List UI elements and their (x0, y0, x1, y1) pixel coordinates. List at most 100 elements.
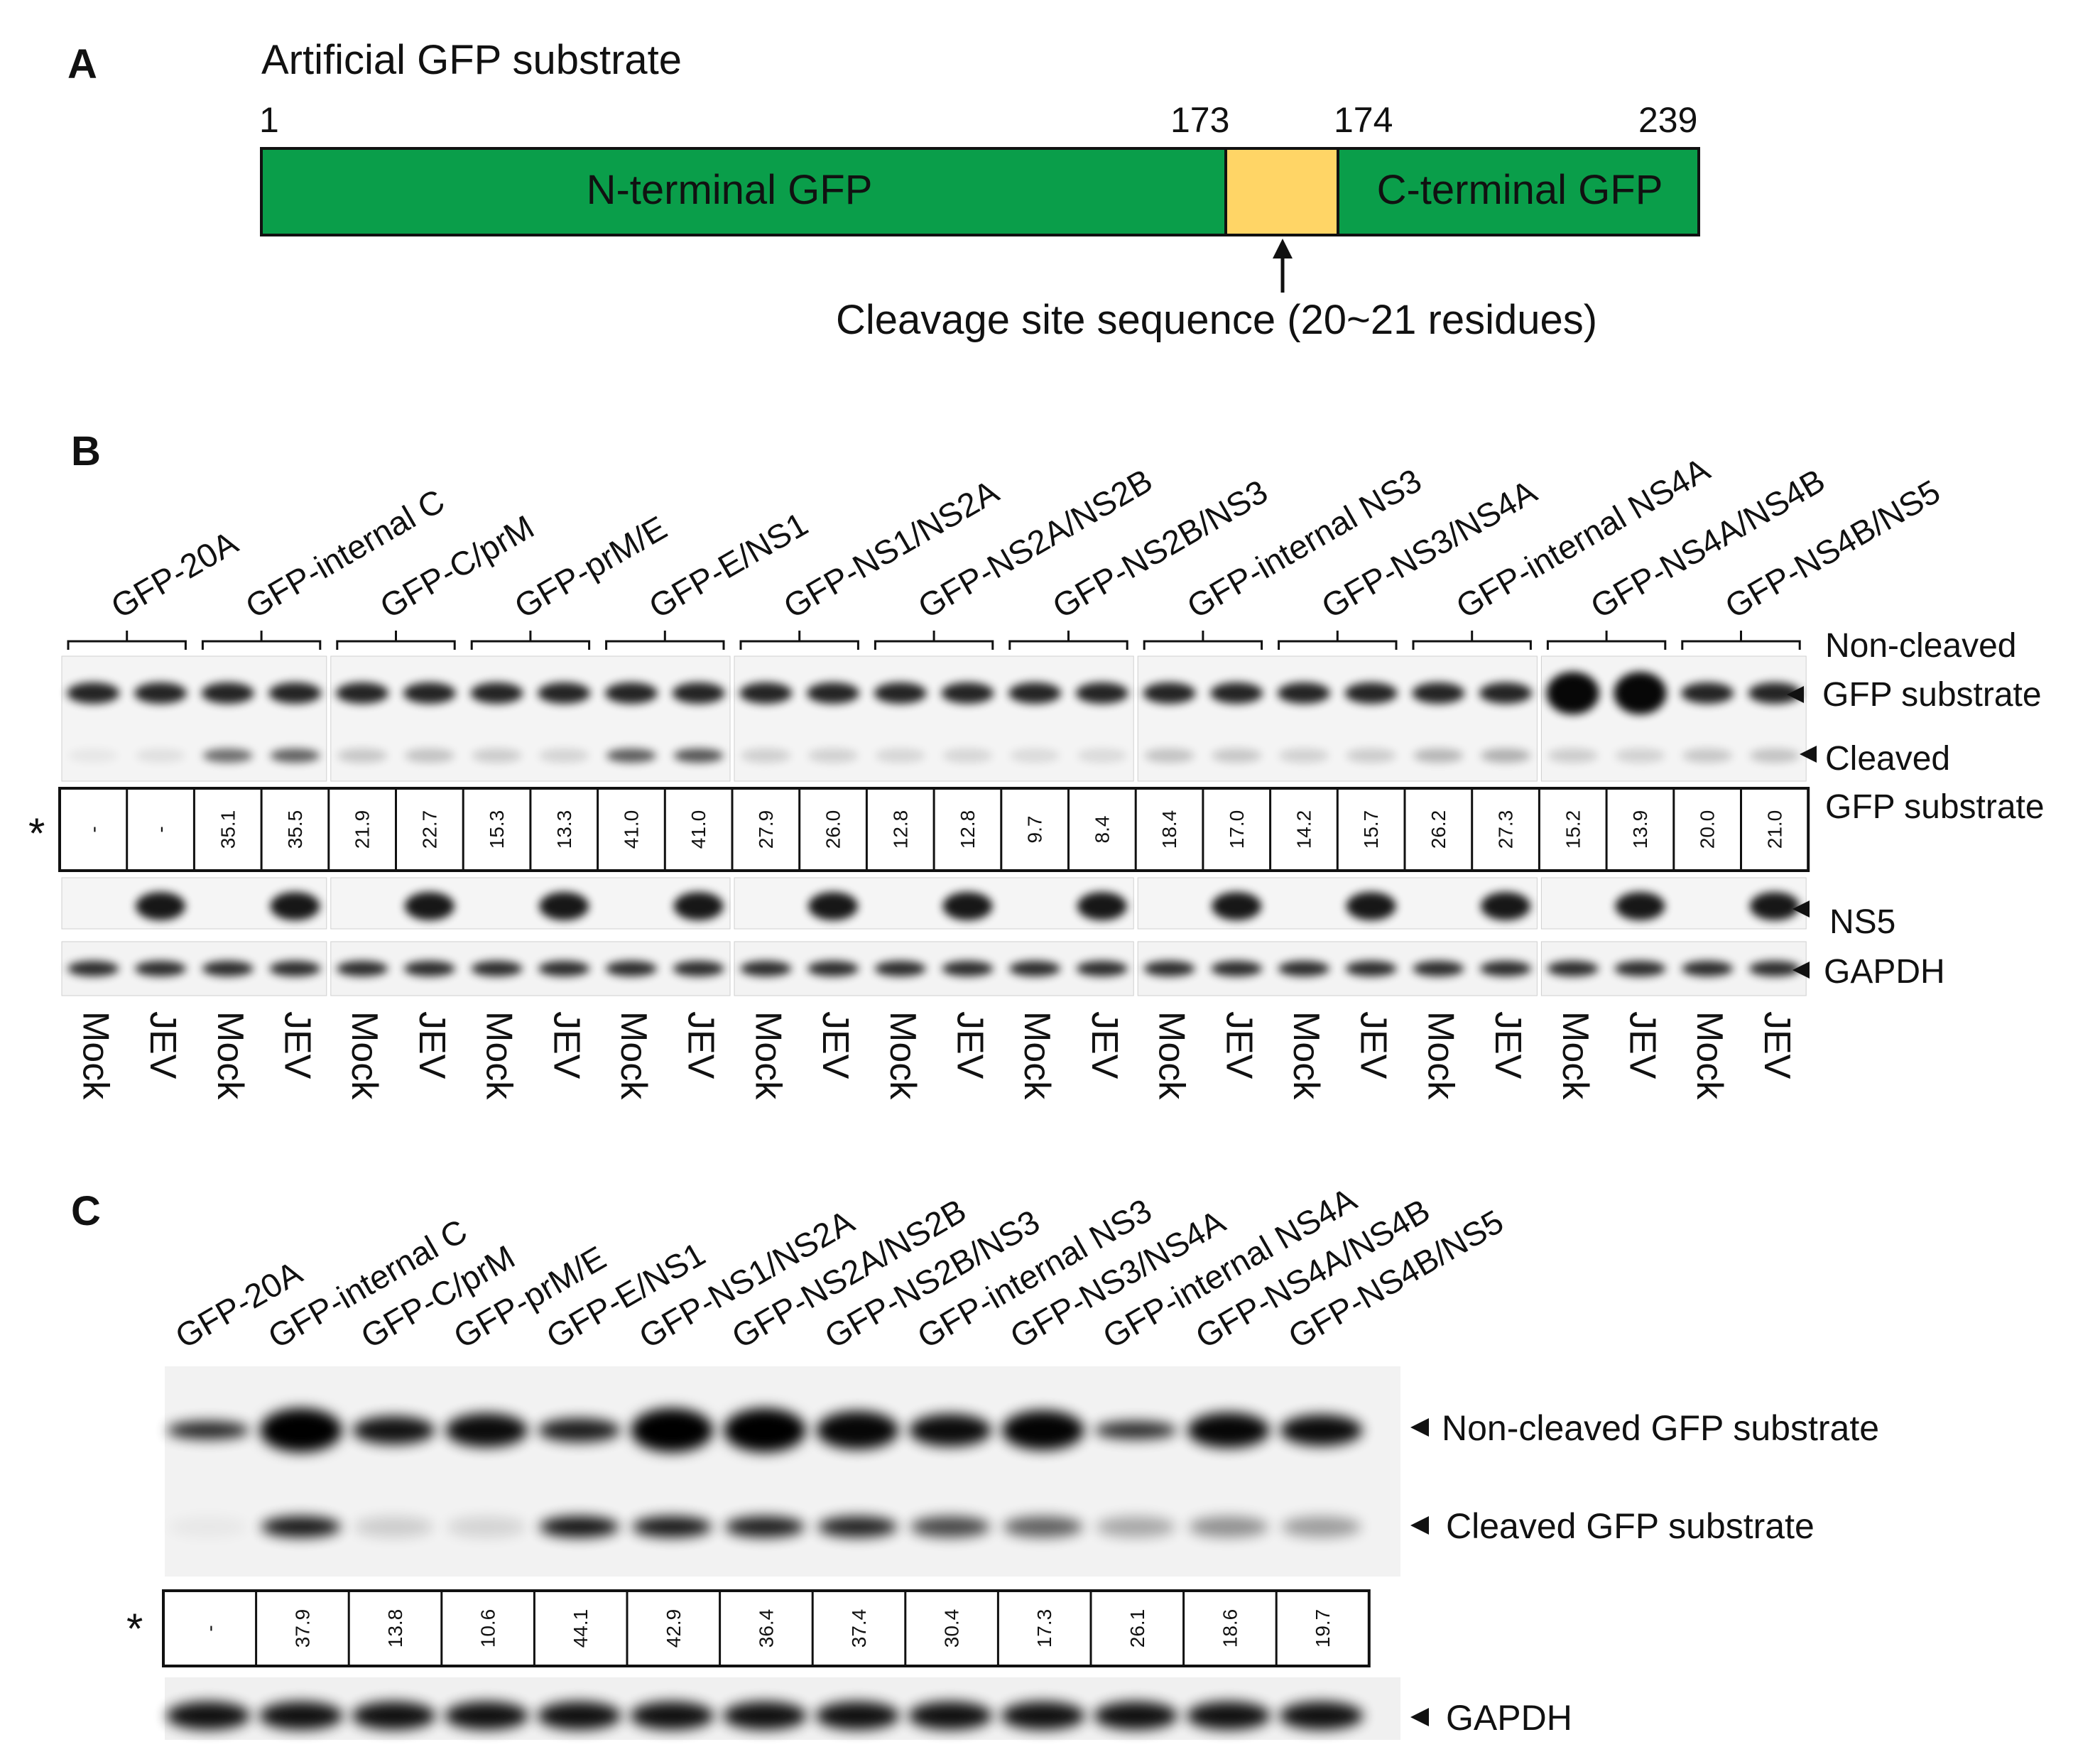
gapdh-band (1076, 961, 1128, 976)
cleaved-label-line2: GFP substrate (1825, 788, 2045, 826)
noncleaved-band (1075, 682, 1128, 704)
construct-label: GFP-20A (104, 523, 244, 625)
cleaved-band (942, 748, 993, 763)
cleaved-band-c (261, 1516, 341, 1537)
quant-value: 8.4 (1091, 816, 1113, 844)
position-174-label: 174 (1334, 100, 1393, 140)
quant-value: 21.9 (352, 810, 374, 849)
construct-label: GFP-internal NS3 (1180, 461, 1427, 625)
cleaved-band (136, 748, 186, 763)
cleaved-band (1749, 748, 1800, 763)
cleaved-arrow-icon (1800, 746, 1817, 763)
lane-label: JEV (411, 1011, 452, 1079)
quant-value: 35.5 (284, 810, 306, 849)
construct-bracket (1278, 631, 1398, 650)
cleavage-arrow-head (1273, 239, 1293, 258)
gapdh-band-c (1001, 1702, 1085, 1730)
quant-value: 17.0 (1226, 810, 1248, 849)
quant-value: 15.7 (1360, 810, 1382, 849)
gapdh-band (1614, 961, 1666, 976)
noncleaved-band-c (723, 1408, 806, 1452)
cleaved-band (1547, 748, 1598, 763)
noncleaved-band-c (909, 1414, 992, 1447)
gapdh-band (337, 961, 388, 976)
noncleaved-band (1210, 682, 1263, 704)
gapdh-band (1278, 961, 1329, 976)
quant-value: 15.2 (1562, 810, 1584, 849)
gapdh-band (1547, 961, 1599, 976)
noncleaved-band-c (1187, 1412, 1270, 1448)
lane-label: Mock (1555, 1011, 1596, 1100)
gapdh-band-c (166, 1702, 251, 1730)
quant-value-c: 36.4 (755, 1609, 777, 1648)
noncleaved-band (538, 682, 591, 704)
noncleaved-band (874, 682, 927, 704)
ns5-band (1481, 892, 1531, 920)
quant-value: 9.7 (1024, 816, 1046, 844)
ns5-band (942, 892, 993, 920)
lane-label: Mock (882, 1011, 923, 1100)
construct-label: GFP-NS2A/NS2B (912, 461, 1159, 625)
gapdh-band (1480, 961, 1532, 976)
construct-bracket (1681, 631, 1801, 650)
lane-label: JEV (142, 1011, 183, 1079)
noncleaved-band (739, 682, 793, 704)
blot-strip-substrate (61, 655, 327, 782)
gapdh-band (673, 961, 724, 976)
cleaved-band (1413, 748, 1464, 763)
gapdh-band (202, 961, 254, 976)
noncleaved-band (1546, 672, 1599, 714)
quant-value: 14.2 (1293, 810, 1315, 849)
blot-strip-ns5 (1137, 877, 1538, 930)
cleaved-band (741, 748, 791, 763)
gapdh-band (605, 961, 657, 976)
gapdh-band (1211, 961, 1263, 976)
gapdh-band-c (1094, 1702, 1178, 1730)
noncleaved-c-arrow-icon (1410, 1418, 1429, 1437)
noncleaved-band (1748, 682, 1801, 704)
construct-bracket (1143, 631, 1263, 650)
gapdh-band-c (537, 1702, 621, 1730)
quant-value: 20.0 (1697, 810, 1719, 849)
quant-value: 26.0 (822, 810, 844, 849)
noncleaved-band (1008, 682, 1062, 704)
noncleaved-band (470, 682, 523, 704)
cleaved-band (202, 748, 253, 763)
panel-a-letter: A (67, 41, 97, 87)
quant-value-c: 19.7 (1312, 1609, 1334, 1648)
cleaved-band (1481, 748, 1531, 763)
noncleaved-band-c (1094, 1421, 1177, 1439)
lane-label: JEV (1084, 1011, 1125, 1079)
noncleaved-band (1412, 682, 1465, 704)
lane-label: Mock (210, 1011, 251, 1100)
lane-label: Mock (1151, 1011, 1192, 1100)
ns5-band (539, 892, 589, 920)
noncleaved-c-label: Non-cleaved GFP substrate (1442, 1408, 1879, 1448)
construct-bracket (874, 631, 994, 650)
panel-c-blots (165, 1366, 1400, 1740)
quant-value: 35.1 (217, 810, 239, 849)
noncleaved-band-c (445, 1413, 528, 1447)
cleavage-site-label: Cleavage site sequence (20~21 residues) (836, 297, 1597, 343)
noncleaved-band-c (538, 1418, 621, 1442)
n-terminal-gfp-label: N-terminal GFP (587, 167, 873, 213)
construct-bracket (605, 631, 725, 650)
quant-value-c: 10.6 (477, 1609, 499, 1648)
quant-value: 15.3 (486, 810, 508, 849)
gapdh-band (942, 961, 994, 976)
cleavage-site-block (1224, 147, 1339, 236)
lane-label: JEV (1621, 1011, 1663, 1079)
cleaved-band (337, 748, 388, 763)
lane-label: Mock (1016, 1011, 1057, 1100)
lane-label: Mock (75, 1011, 116, 1100)
cleaved-band (1212, 748, 1262, 763)
n-terminal-gfp-block (260, 147, 1227, 236)
lane-label: JEV (1756, 1011, 1797, 1079)
gapdh-band (135, 961, 187, 976)
cleaved-c-label: Cleaved GFP substrate (1446, 1506, 1815, 1546)
panel-a: A Artificial GFP substrate 1 173 174 239… (67, 37, 1700, 343)
cleaved-band-c (1003, 1516, 1083, 1537)
gapdh-b-label: GAPDH (1824, 953, 1945, 991)
blot-strip-gapdh (330, 941, 731, 996)
